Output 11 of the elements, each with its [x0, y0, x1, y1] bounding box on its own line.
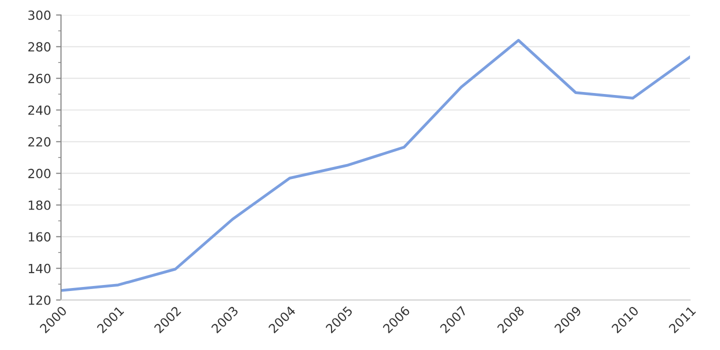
y-tick-label: 260	[28, 74, 50, 84]
y-tick-label: 240	[28, 105, 50, 115]
line-series	[61, 38, 690, 292]
y-tick-label: 200	[28, 168, 50, 178]
y-tick-label: 180	[28, 200, 50, 210]
y-tick-label: 280	[28, 42, 50, 52]
y-tick-label: 220	[28, 137, 50, 147]
y-tick-label: 300	[28, 10, 50, 20]
y-tick-label: 160	[28, 232, 50, 242]
y-tick-label: 120	[28, 295, 50, 305]
y-tick-label: 140	[28, 264, 50, 274]
